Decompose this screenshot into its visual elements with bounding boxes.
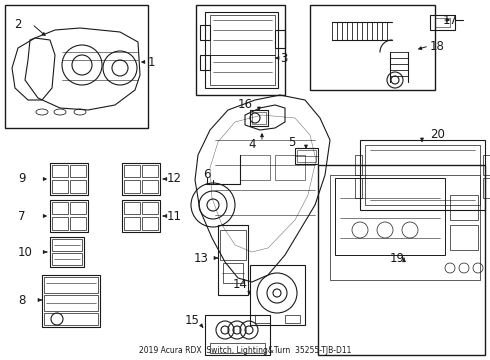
Bar <box>250 110 268 126</box>
Bar <box>255 315 270 323</box>
Text: 2: 2 <box>14 18 22 31</box>
Bar <box>360 140 485 210</box>
Text: 20: 20 <box>430 129 445 141</box>
Bar <box>196 5 285 95</box>
Bar <box>220 230 246 260</box>
Bar <box>205 315 270 355</box>
Text: 2019 Acura RDX  Switch, Lighting&Turn  35255-TJB-D11: 2019 Acura RDX Switch, Lighting&Turn 352… <box>139 346 351 355</box>
Text: 8: 8 <box>18 293 25 306</box>
Bar <box>44 313 98 325</box>
Bar <box>365 145 480 205</box>
Bar <box>435 18 450 27</box>
Bar <box>52 253 82 265</box>
Bar <box>285 315 300 323</box>
Bar <box>142 217 158 230</box>
Bar <box>310 5 435 90</box>
Bar <box>355 178 362 198</box>
Bar <box>124 202 140 214</box>
Bar <box>330 175 480 280</box>
Bar <box>297 150 316 162</box>
Bar <box>44 295 98 311</box>
Text: 14: 14 <box>233 279 248 292</box>
Bar <box>42 275 100 327</box>
Bar <box>5 5 148 128</box>
Bar <box>122 163 160 195</box>
Bar <box>318 165 485 355</box>
Bar <box>142 165 158 177</box>
Bar <box>200 25 210 40</box>
Text: 5: 5 <box>288 136 295 149</box>
Bar <box>70 202 86 214</box>
Text: 12: 12 <box>167 172 182 185</box>
Bar <box>52 217 68 230</box>
Bar <box>142 202 158 214</box>
Bar <box>250 265 305 325</box>
Bar <box>70 165 86 177</box>
Text: 6: 6 <box>203 167 211 180</box>
Bar <box>70 180 86 193</box>
Bar <box>50 200 88 232</box>
Bar <box>122 200 160 232</box>
Bar <box>210 15 275 55</box>
Text: 3: 3 <box>280 51 287 64</box>
Bar <box>275 155 305 180</box>
Bar <box>335 178 445 255</box>
Bar <box>50 237 84 267</box>
Text: 9: 9 <box>18 172 25 185</box>
Bar <box>124 165 140 177</box>
Bar <box>295 148 318 164</box>
Bar <box>200 55 210 70</box>
Bar <box>70 217 86 230</box>
Bar <box>52 239 82 251</box>
Bar <box>218 225 248 295</box>
Text: 4: 4 <box>248 139 256 152</box>
Text: 1: 1 <box>148 55 155 68</box>
Text: 19: 19 <box>390 252 405 265</box>
Bar <box>450 225 478 250</box>
Bar <box>275 30 285 48</box>
Text: 11: 11 <box>167 210 182 222</box>
Bar <box>44 277 98 293</box>
Bar <box>50 163 88 195</box>
Text: 17: 17 <box>443 13 458 27</box>
Text: 7: 7 <box>18 210 25 222</box>
Text: 16: 16 <box>238 98 252 111</box>
Bar <box>210 343 265 353</box>
Text: 18: 18 <box>430 40 445 53</box>
Text: 10: 10 <box>18 246 33 258</box>
Bar <box>450 195 478 220</box>
Bar <box>240 155 270 180</box>
Bar <box>355 155 362 175</box>
Text: 15: 15 <box>185 314 200 327</box>
Bar <box>430 15 455 30</box>
Text: 13: 13 <box>194 252 209 265</box>
Bar <box>52 165 68 177</box>
Bar <box>124 180 140 193</box>
Bar <box>205 12 278 88</box>
Bar <box>483 178 490 198</box>
Bar <box>52 202 68 214</box>
Bar <box>483 155 490 175</box>
Bar <box>52 180 68 193</box>
Bar <box>223 263 243 283</box>
Bar <box>210 55 275 85</box>
Bar <box>252 112 266 124</box>
Bar <box>142 180 158 193</box>
Bar <box>124 217 140 230</box>
